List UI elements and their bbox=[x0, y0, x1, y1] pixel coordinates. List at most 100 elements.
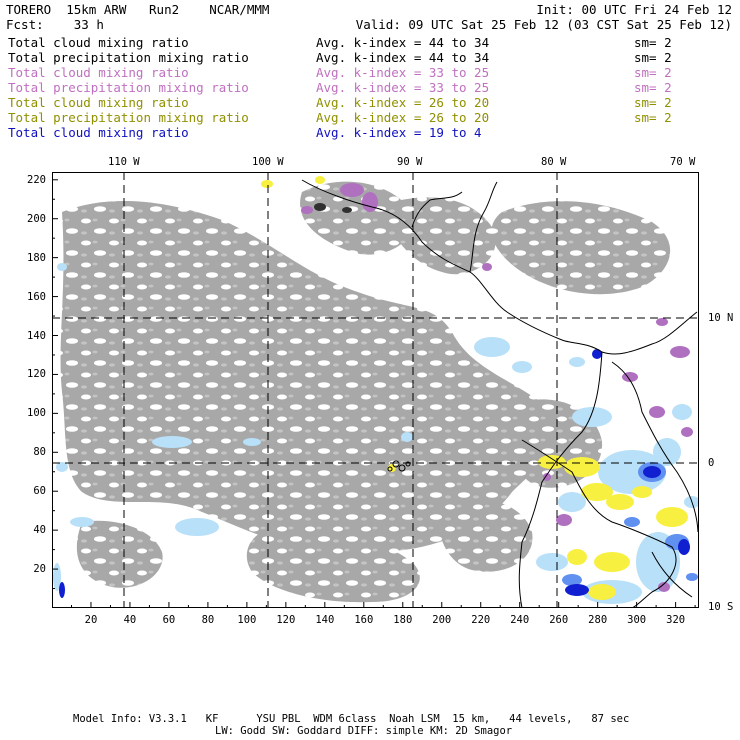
light-blue-patch bbox=[53, 563, 61, 591]
purple-patch bbox=[670, 346, 690, 358]
y-tick-label: 80 bbox=[33, 446, 46, 459]
deep-blue-patch bbox=[592, 349, 602, 359]
x-tick-label: 240 bbox=[510, 614, 530, 626]
yellow-patch bbox=[656, 507, 688, 527]
top-lon-label: 90 W bbox=[397, 156, 423, 168]
run-name: Run2 bbox=[149, 2, 180, 17]
map-frame bbox=[52, 172, 699, 608]
init-time: Init: 00 UTC Fri 24 Feb 12 bbox=[536, 2, 732, 17]
legend-row: Total cloud mixing ratio Avg. k-index = 2… bbox=[8, 95, 708, 110]
cloud-patch bbox=[60, 200, 558, 554]
legend-field: Total cloud mixing ratio bbox=[8, 35, 189, 50]
yellow-patch bbox=[581, 483, 613, 501]
legend-field: Total cloud mixing ratio bbox=[8, 65, 189, 80]
light-blue-patch bbox=[536, 553, 568, 571]
axis-ticks bbox=[52, 179, 696, 608]
legend-smoothing: sm= 2 bbox=[634, 35, 672, 50]
forecast-value: 33 h bbox=[73, 17, 104, 32]
legend-row: Total cloud mixing ratio Avg. k-index = 4… bbox=[8, 35, 708, 50]
x-tick-label: 20 bbox=[84, 614, 98, 626]
y-tick-label: 220 bbox=[27, 173, 46, 186]
legend-row: Total precipitation mixing ratio Avg. k-i… bbox=[8, 50, 708, 65]
mid-blue-patch bbox=[686, 573, 698, 581]
legend-field: Total cloud mixing ratio bbox=[8, 125, 189, 140]
forecast-hour: Fcst: 33 h bbox=[6, 17, 104, 32]
light-blue-patch bbox=[474, 337, 510, 357]
yellow-patch bbox=[606, 494, 634, 510]
cloud-patch bbox=[246, 528, 420, 603]
legend-row: Total precipitation mixing ratio Avg. k-i… bbox=[8, 110, 708, 125]
right-lat-label: 10 S bbox=[708, 601, 734, 613]
coastline bbox=[518, 351, 603, 608]
yellow-patch bbox=[567, 549, 587, 565]
yellow-patch bbox=[588, 584, 616, 600]
deep-blue-patch bbox=[643, 466, 661, 478]
x-tick-label: 200 bbox=[432, 614, 452, 626]
legend-avg-kindex: Avg. k-index = 44 to 34 bbox=[316, 35, 490, 50]
purple-patch bbox=[301, 206, 313, 214]
right-lat-label: 0 bbox=[708, 457, 715, 469]
light-blue-patch bbox=[56, 462, 68, 472]
coastline bbox=[469, 181, 498, 273]
purple-patch bbox=[681, 427, 693, 437]
purple-layer bbox=[301, 183, 693, 592]
light-blue-patch bbox=[558, 492, 586, 512]
top-lon-label: 100 W bbox=[252, 156, 284, 168]
model-resolution: 15km ARW bbox=[66, 2, 127, 17]
deep-blue-patch bbox=[678, 539, 690, 555]
coastline bbox=[301, 179, 698, 355]
light-blue-patch bbox=[572, 407, 612, 427]
legend-row: Total precipitation mixing ratio Avg. k-i… bbox=[8, 80, 708, 95]
y-tick-label: 40 bbox=[33, 524, 46, 537]
y-tick-label: 60 bbox=[33, 485, 46, 498]
cloud-patch bbox=[300, 181, 414, 255]
lat-lon-grid bbox=[52, 172, 699, 608]
island-outline bbox=[387, 466, 393, 472]
coastline bbox=[521, 439, 677, 608]
legend-smoothing: sm= 2 bbox=[634, 110, 672, 125]
top-lon-label: 110 W bbox=[108, 156, 140, 168]
model-name: TORERO bbox=[6, 2, 52, 17]
right-lat-label: 10 N bbox=[708, 312, 734, 324]
legend-row: Total cloud mixing ratio Avg. k-index = 3… bbox=[8, 65, 708, 80]
y-tick-label: 140 bbox=[27, 329, 46, 342]
legend-avg-kindex: Avg. k-index = 26 to 20 bbox=[316, 110, 490, 125]
purple-patch bbox=[556, 514, 572, 526]
y-tick-label: 180 bbox=[27, 251, 46, 264]
header-line1: TORERO 15km ARW Run2 NCAR/MMM bbox=[6, 2, 269, 17]
yellow-patch bbox=[261, 180, 273, 188]
legend-field: Total precipitation mixing ratio bbox=[8, 110, 249, 125]
purple-patch bbox=[340, 183, 364, 197]
cloud-layer bbox=[60, 181, 671, 603]
yellow-patch bbox=[315, 176, 325, 184]
mid-blue-patch bbox=[562, 574, 582, 586]
coastline bbox=[651, 551, 693, 598]
purple-patch bbox=[482, 263, 492, 271]
deep-blue-layer bbox=[59, 349, 690, 598]
cloud-patch bbox=[438, 498, 533, 572]
physics-info-line: LW: Godd SW: Goddard DIFF: simple KM: 2D… bbox=[215, 725, 513, 737]
light-blue-patch bbox=[175, 518, 219, 536]
legend-avg-kindex: Avg. k-index = 33 to 25 bbox=[316, 80, 490, 95]
y-tick-label: 120 bbox=[27, 368, 46, 381]
light-blue-patch bbox=[70, 517, 94, 527]
legend-avg-kindex: Avg. k-index = 19 to 4 bbox=[316, 125, 482, 140]
mid-blue-patch bbox=[624, 517, 640, 527]
light-blue-patch bbox=[243, 438, 261, 446]
purple-patch bbox=[362, 192, 378, 212]
forecast-map bbox=[52, 172, 699, 608]
island-outline bbox=[392, 460, 400, 468]
y-tick-label: 100 bbox=[27, 407, 46, 420]
y-tick-label: 160 bbox=[27, 290, 46, 303]
coastlines bbox=[301, 179, 699, 608]
purple-patch bbox=[649, 406, 665, 418]
y-tick-label: 200 bbox=[27, 212, 46, 225]
legend-avg-kindex: Avg. k-index = 33 to 25 bbox=[316, 65, 490, 80]
legend-avg-kindex: Avg. k-index = 44 to 34 bbox=[316, 50, 490, 65]
light-blue-patch bbox=[653, 438, 681, 466]
purple-patch bbox=[658, 582, 670, 592]
light-blue-patch bbox=[598, 450, 666, 494]
deep-blue-patch bbox=[59, 582, 65, 598]
legend-field: Total cloud mixing ratio bbox=[8, 95, 189, 110]
purple-patch bbox=[543, 473, 551, 481]
